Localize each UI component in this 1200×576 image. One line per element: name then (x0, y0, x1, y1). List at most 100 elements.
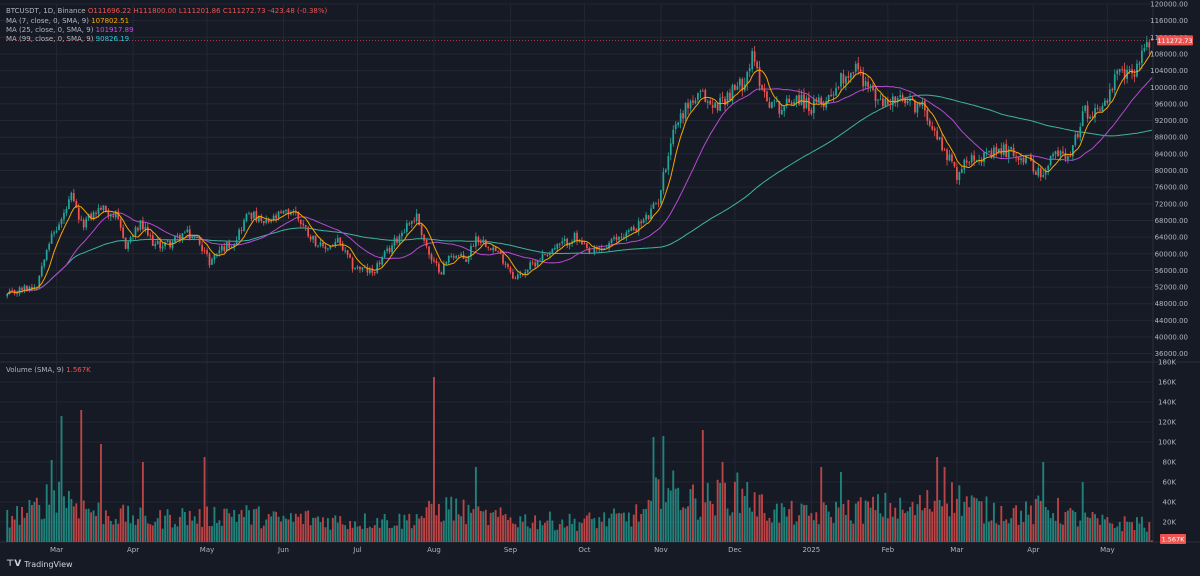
volume-bar (230, 516, 233, 542)
ohlc-high: H111800.00 (133, 7, 177, 15)
candle-body (376, 263, 379, 273)
volume-bar (1079, 520, 1082, 542)
volume-bar (1133, 529, 1136, 542)
volume-bar (391, 527, 393, 542)
candle-body (1143, 48, 1146, 51)
volume-bar (361, 528, 364, 542)
volume-bar (386, 520, 389, 542)
volume-bar (65, 507, 68, 542)
candle-body (447, 256, 450, 263)
volume-bar (605, 526, 608, 542)
candle-body (452, 256, 455, 258)
volume-bar (201, 526, 204, 542)
volume-bar (531, 522, 534, 542)
volume-bar (92, 510, 95, 542)
volume-bar (1032, 524, 1035, 542)
volume-bar (45, 484, 48, 542)
candle-body (605, 247, 608, 248)
volume-bar (926, 490, 929, 542)
volume-bar (783, 507, 786, 542)
volume-bar (252, 509, 255, 542)
candle-body (613, 237, 615, 239)
candle-body (467, 255, 470, 262)
ma7-value: 107802.51 (91, 17, 130, 25)
ma7-legend[interactable]: MA (7, close, 0, SMA, 9) 107802.51 (6, 17, 130, 25)
candle-body (1017, 156, 1020, 161)
candle-body (117, 211, 120, 219)
volume-legend[interactable]: Volume (SMA, 9) 1.567K (6, 366, 91, 374)
volume-bar (472, 509, 475, 542)
volume-bar (285, 518, 287, 542)
candle-body (1059, 151, 1062, 156)
tradingview-brand[interactable]: ⊤V TradingView (6, 559, 73, 569)
ma99-legend[interactable]: MA (99, close, 0, SMA, 9) 90826.19 (6, 35, 130, 43)
candle-body (753, 51, 756, 62)
candle-body (734, 84, 736, 90)
candle-body (766, 91, 768, 102)
volume-bar (923, 507, 926, 542)
candle-body (993, 147, 995, 158)
candle-body (497, 251, 499, 253)
candle-body (216, 253, 218, 255)
candle-body (398, 235, 401, 244)
volume-bar (909, 507, 911, 542)
volume-bar (1022, 522, 1025, 542)
candle-body (90, 213, 92, 220)
candle-body (277, 211, 280, 218)
volume-bar (388, 528, 391, 542)
volume-bar (1017, 524, 1020, 542)
time-tick-label: Aug (427, 546, 441, 554)
volume-bar (620, 513, 623, 542)
candle-body (134, 227, 137, 236)
candle-body (470, 246, 472, 257)
price-tick-label: 100000.00 (1150, 84, 1188, 92)
volume-bar (186, 525, 189, 542)
volume-bar (368, 526, 371, 542)
volume-bar (504, 514, 507, 542)
volume-bar (1126, 521, 1129, 542)
volume-bar (132, 515, 134, 542)
grid (0, 0, 1200, 543)
candle-body (302, 223, 305, 226)
candle-body (442, 263, 445, 275)
candle-body (410, 221, 413, 224)
volume-bar (1002, 521, 1005, 542)
candle-body (906, 100, 909, 104)
candle-body (179, 235, 181, 241)
candle-body (894, 96, 897, 103)
candle-body (558, 243, 561, 245)
candle-body (465, 259, 467, 262)
candle-body (514, 277, 517, 279)
volume-bar (151, 525, 154, 542)
volume-bar (203, 457, 206, 542)
candle-body (669, 143, 672, 156)
volume-bar (1140, 516, 1143, 542)
candle-body (704, 90, 707, 102)
candle-body (551, 248, 554, 253)
candle-body (896, 98, 899, 103)
volume-bar (805, 504, 808, 542)
time-tick-label: Feb (882, 546, 895, 554)
candle-body (97, 207, 100, 214)
ohlc-change: -423.48 (-0.38%) (267, 7, 328, 15)
candle-body (102, 205, 105, 211)
volume-bar (403, 514, 406, 542)
volume-bar (938, 499, 941, 542)
volume-bar (309, 525, 312, 542)
volume-bar (521, 521, 524, 542)
candle-body (435, 260, 438, 263)
candle-body (70, 192, 73, 201)
candle-body (1111, 88, 1114, 91)
candle-body (418, 213, 421, 226)
volume-bar (590, 519, 593, 542)
ma25-legend[interactable]: MA (25, close, 0, SMA, 9) 101917.89 (6, 26, 134, 34)
candle-body (549, 252, 551, 255)
volume-bar (455, 498, 458, 542)
candle-body (751, 50, 754, 70)
candle-body (146, 226, 149, 236)
candle-body (919, 103, 921, 106)
candle-body (1049, 156, 1052, 166)
volume-bar (445, 497, 448, 542)
volume-bar (901, 509, 904, 542)
volume-bar (652, 437, 655, 542)
